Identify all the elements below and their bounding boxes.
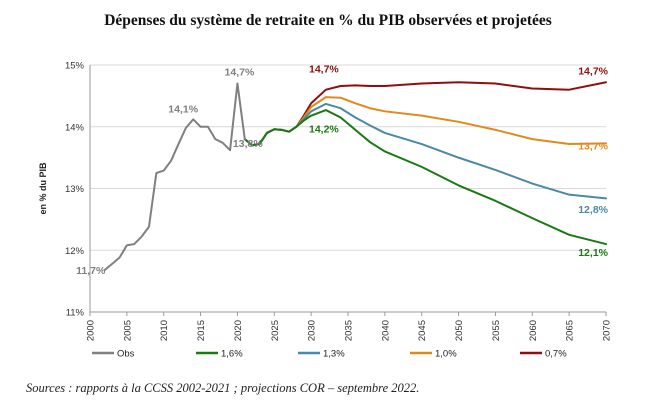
chart-title: Dépenses du système de retraite en % du … xyxy=(104,12,552,29)
y-tick-label: 12% xyxy=(65,246,85,257)
series-line-0-7- xyxy=(243,81,607,147)
legend-label: Obs xyxy=(117,349,135,360)
series-line-1-3- xyxy=(243,102,607,200)
x-tick-label: 2010 xyxy=(159,320,170,341)
data-label: 12,1% xyxy=(578,247,608,259)
x-tick-label: 2070 xyxy=(602,320,613,341)
x-tick-label: 2020 xyxy=(233,320,244,341)
source-note: Sources : rapports à la CCSS 2002-2021 ;… xyxy=(26,381,420,395)
y-tick-label: 14% xyxy=(65,122,85,133)
legend-label: 0,7% xyxy=(545,349,567,360)
x-tick-label: 2015 xyxy=(196,320,207,341)
x-tick-label: 2000 xyxy=(86,320,97,341)
data-label: 12,8% xyxy=(578,204,608,216)
x-tick-label: 2035 xyxy=(344,320,355,341)
data-label: 13,8% xyxy=(233,138,263,150)
x-tick-label: 2030 xyxy=(307,320,318,341)
x-tick-label: 2065 xyxy=(565,320,576,341)
legend-label: 1,3% xyxy=(323,349,345,360)
y-axis-label: en % du PIB xyxy=(38,162,48,215)
y-tick-label: 11% xyxy=(66,308,85,319)
x-tick-label: 2025 xyxy=(270,320,281,341)
data-label: 14,2% xyxy=(309,123,339,135)
legend-label: 1,6% xyxy=(221,349,243,360)
data-label: 14,1% xyxy=(168,104,198,116)
series-line-1-6- xyxy=(243,109,607,246)
data-label: 13,7% xyxy=(578,140,608,152)
data-label: 14,7% xyxy=(578,66,608,78)
x-tick-label: 2055 xyxy=(491,320,502,341)
x-tick-label: 2005 xyxy=(122,320,133,341)
legend-label: 1,0% xyxy=(435,349,457,360)
x-tick-label: 2060 xyxy=(528,320,539,341)
x-tick-label: 2045 xyxy=(417,320,428,341)
y-tick-label: 13% xyxy=(65,184,85,195)
data-label: 11,7% xyxy=(76,265,106,277)
series-line-obs xyxy=(103,82,246,272)
data-label: 14,7% xyxy=(225,67,255,79)
y-tick-label: 15% xyxy=(65,61,85,72)
x-tick-label: 2040 xyxy=(380,320,391,341)
data-label: 14,7% xyxy=(309,64,339,76)
x-tick-label: 2050 xyxy=(454,320,465,341)
